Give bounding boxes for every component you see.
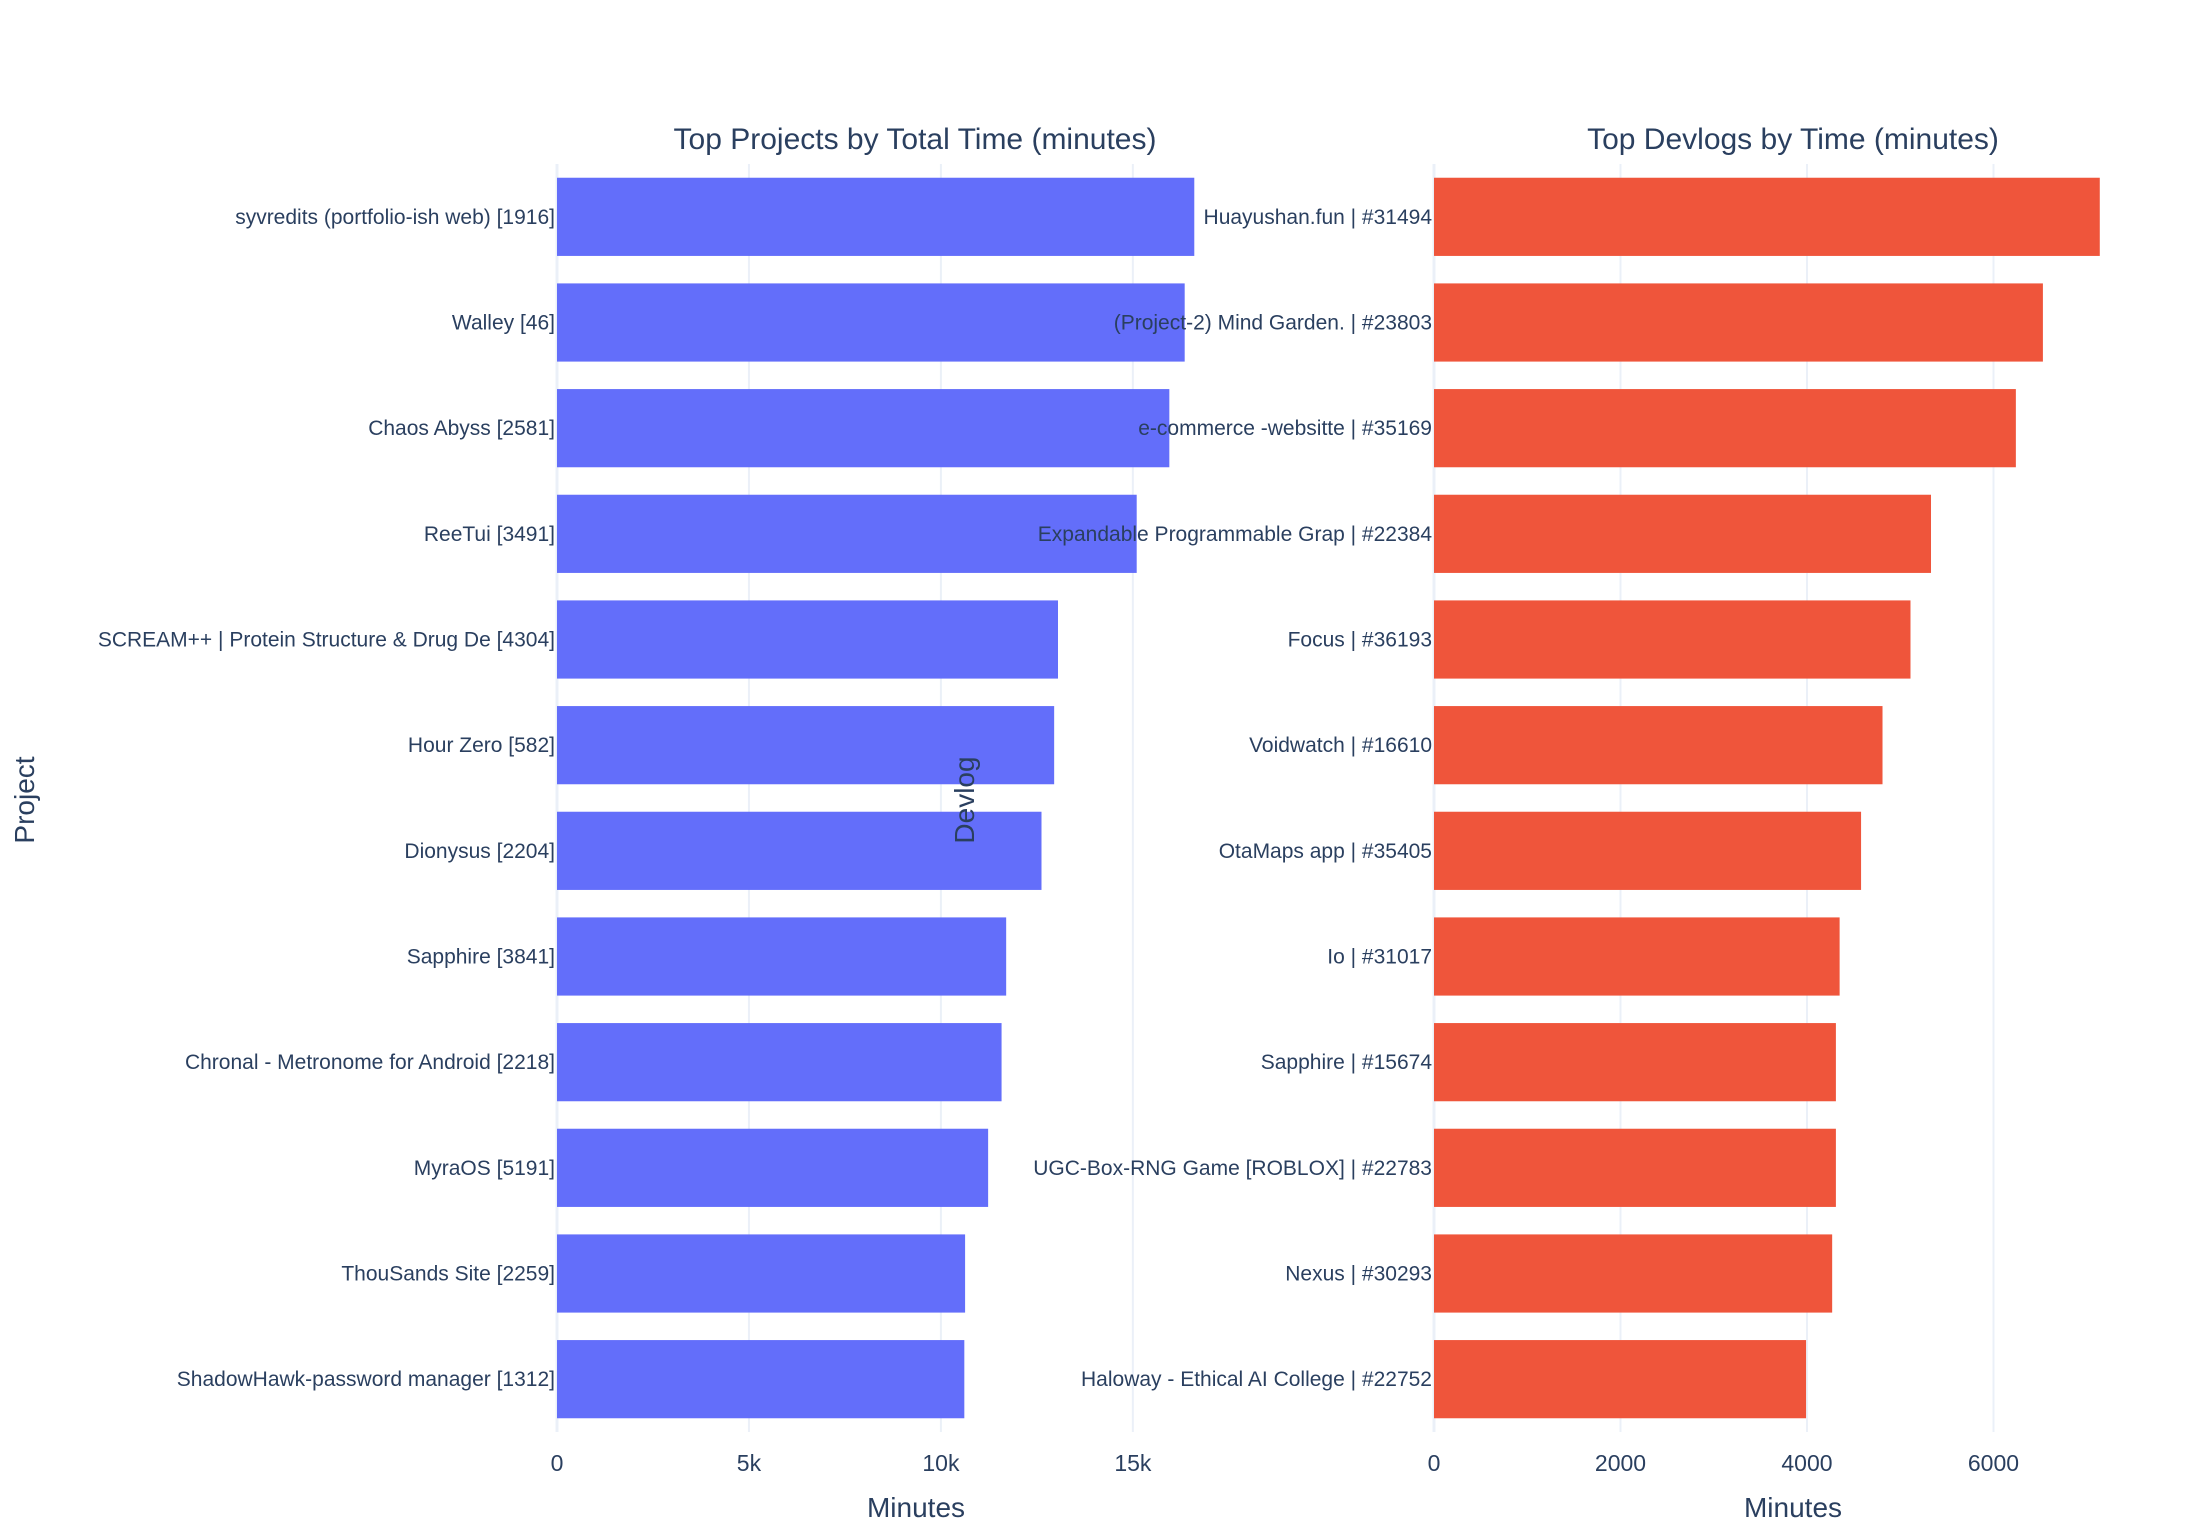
left-category-label: Dionysus [2204] — [404, 840, 555, 863]
right-bar — [1434, 1128, 1836, 1207]
left-category-label: ReeTui [3491] — [424, 523, 555, 546]
left-x-ticks: 0 5k 10k 15k — [551, 1450, 1152, 1476]
left-bar — [557, 1340, 965, 1419]
right-bar — [1434, 1340, 1807, 1419]
left-category-label: ThouSands Site [2259] — [341, 1263, 555, 1286]
left-x-tick-label: 10k — [922, 1450, 960, 1476]
right-category-label: Voidwatch | #16610 — [1249, 734, 1432, 757]
right-bar — [1434, 706, 1883, 785]
left-bar — [557, 600, 1058, 679]
left-bar — [557, 1234, 966, 1313]
left-panel-title: Top Projects by Total Time (minutes) — [674, 123, 1157, 156]
left-category-label: syvredits (portfolio-ish web) [1916] — [235, 206, 555, 229]
right-bar — [1434, 389, 2016, 468]
left-y-axis-title: Project — [9, 756, 40, 843]
right-x-axis-title: Minutes — [1744, 1492, 1842, 1523]
right-x-ticks: 0 2000 4000 6000 — [1428, 1450, 2019, 1476]
right-bar — [1434, 917, 1840, 996]
right-category-label: OtaMaps app | #35405 — [1219, 840, 1432, 863]
left-gridlines — [555, 164, 1134, 1432]
right-x-tick-label: 6000 — [1968, 1450, 2019, 1476]
left-category-label: Sapphire [3841] — [407, 946, 555, 969]
right-bar — [1434, 177, 2100, 256]
left-category-labels: syvredits (portfolio-ish web) [1916] Wall… — [98, 206, 555, 1391]
right-x-tick-label: 0 — [1428, 1450, 1441, 1476]
right-category-label: Huayushan.fun | #31494 — [1204, 206, 1433, 229]
right-category-label: Nexus | #30293 — [1285, 1263, 1432, 1286]
right-category-label: (Project-2) Mind Garden. | #23803 — [1114, 312, 1432, 335]
left-bar — [557, 177, 1195, 256]
left-bar — [557, 811, 1042, 890]
right-gridlines — [1432, 164, 1995, 1432]
left-x-tick-label: 15k — [1114, 1450, 1152, 1476]
right-panel: Top Devlogs by Time (minutes) Huayushan.… — [949, 123, 2100, 1523]
right-bars — [1434, 177, 2100, 1419]
left-x-tick-label: 5k — [737, 1450, 762, 1476]
right-bar — [1434, 811, 1862, 890]
left-panel: Top Projects by Total Time (minutes) syv… — [9, 123, 1195, 1523]
right-category-label: e-commerce -websitte | #35169 — [1138, 417, 1432, 440]
right-category-label: Expandable Programmable Grap | #22384 — [1038, 523, 1433, 546]
right-category-label: Haloway - Ethical AI College | #22752 — [1081, 1368, 1432, 1391]
right-bar — [1434, 1234, 1833, 1313]
left-bar — [557, 1023, 1002, 1102]
right-y-axis-title: Devlog — [949, 756, 980, 843]
left-bar — [557, 494, 1137, 573]
left-category-label: SCREAM++ | Protein Structure & Drug De [… — [98, 629, 555, 652]
right-bar — [1434, 600, 1911, 679]
right-x-tick-label: 4000 — [1781, 1450, 1832, 1476]
left-category-label: Hour Zero [582] — [408, 734, 555, 757]
right-category-label: Focus | #36193 — [1288, 629, 1432, 652]
left-bar — [557, 283, 1185, 362]
left-bar — [557, 389, 1170, 468]
left-category-label: ShadowHawk-password manager [1312] — [177, 1368, 555, 1391]
right-panel-title: Top Devlogs by Time (minutes) — [1587, 123, 1999, 156]
left-category-label: Chronal - Metronome for Android [2218] — [185, 1051, 555, 1074]
right-bar — [1434, 283, 2043, 362]
right-bar — [1434, 1023, 1836, 1102]
left-bars — [557, 177, 1195, 1419]
right-bar — [1434, 494, 1932, 573]
left-bar — [557, 917, 1007, 996]
left-bar — [557, 1128, 989, 1207]
right-category-label: Sapphire | #15674 — [1261, 1051, 1433, 1074]
right-category-labels: Huayushan.fun | #31494 (Project-2) Mind G… — [1033, 206, 1432, 1391]
left-bar — [557, 706, 1055, 785]
left-x-tick-label: 0 — [551, 1450, 564, 1476]
left-category-label: Walley [46] — [452, 312, 555, 335]
right-x-tick-label: 2000 — [1595, 1450, 1646, 1476]
left-category-label: Chaos Abyss [2581] — [368, 417, 555, 440]
right-category-label: Io | #31017 — [1327, 946, 1432, 969]
right-category-label: UGC-Box-RNG Game [ROBLOX] | #22783 — [1033, 1157, 1432, 1180]
left-category-label: MyraOS [5191] — [414, 1157, 555, 1180]
left-x-axis-title: Minutes — [867, 1492, 965, 1523]
